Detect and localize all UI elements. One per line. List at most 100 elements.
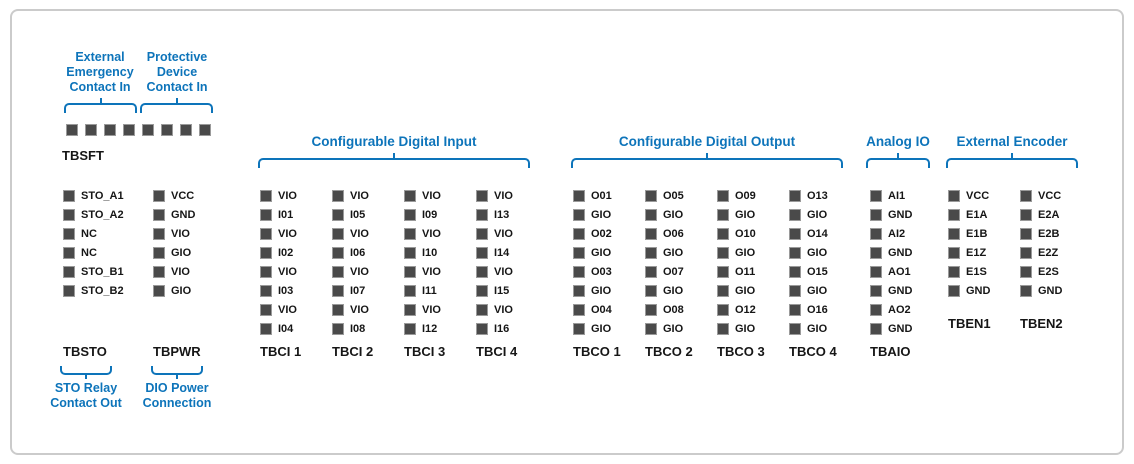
- pin-label: STO_A2: [81, 208, 124, 221]
- terminal-block-tbco-4: O13 GIO O14 GIO O15 GIO O16 GIO TBCO 4: [789, 186, 837, 359]
- pin-square-icon: [476, 208, 488, 221]
- annotation-dio-power-connection: DIO Power Connection: [143, 381, 212, 411]
- pin-square-icon: [123, 124, 135, 136]
- pin-square-icon: [573, 284, 585, 297]
- brace-protective-device: [140, 103, 213, 113]
- pin-square-icon: [717, 265, 729, 278]
- pin-square-icon: [260, 265, 272, 278]
- terminal-block-name: TBCO 4: [789, 344, 837, 359]
- pin-square-icon: [645, 189, 657, 202]
- pin-square-icon: [153, 189, 165, 202]
- pin-square-icon: [870, 303, 882, 316]
- pin-row: O06: [645, 224, 684, 243]
- pin-row: O09: [717, 186, 756, 205]
- terminal-block-name: TBCI 2: [332, 344, 374, 359]
- annotation-line: Contact In: [69, 80, 131, 94]
- pin-label: O09: [735, 189, 756, 202]
- pin-square-icon: [404, 265, 416, 278]
- pin-row: VIO: [476, 186, 513, 205]
- pin-row: AI1: [870, 186, 912, 205]
- pin-row: O16: [789, 300, 828, 319]
- pin-square-icon: [1020, 284, 1032, 297]
- pin-label: AI2: [888, 227, 906, 240]
- pin-square-icon: [573, 322, 585, 335]
- pin-row: VIO: [476, 224, 513, 243]
- pin-square-icon: [260, 246, 272, 259]
- pin-label: GIO: [807, 284, 828, 297]
- pin-label: VIO: [171, 265, 190, 278]
- pin-label: GND: [888, 246, 913, 259]
- pin-square-icon: [717, 303, 729, 316]
- pin-square-icon: [1020, 246, 1032, 259]
- pin-label: VIO: [494, 303, 513, 316]
- annotation-line: External: [75, 50, 125, 64]
- pin-row: VIO: [404, 186, 441, 205]
- pin-square-icon: [717, 284, 729, 297]
- pin-row: O05: [645, 186, 684, 205]
- pin-label: VIO: [422, 303, 441, 316]
- pin-square-icon: [153, 284, 165, 297]
- pin-label: E2B: [1038, 227, 1060, 240]
- pin-square-icon: [404, 246, 416, 259]
- brace-external-encoder: [946, 158, 1078, 168]
- pin-label: E1B: [966, 227, 988, 240]
- pin-square-icon: [789, 246, 801, 259]
- pin-row: GIO: [717, 243, 756, 262]
- pin-row: O13: [789, 186, 828, 205]
- pin-row: GIO: [645, 319, 684, 338]
- pin-square-icon: [948, 227, 960, 240]
- terminal-block-tbco-1: O01 GIO O02 GIO O03 GIO O04 GIO TBCO 1: [573, 186, 621, 359]
- pin-row: AO2: [870, 300, 912, 319]
- pin-row: O15: [789, 262, 828, 281]
- pin-row: GIO: [573, 243, 612, 262]
- pin-square-icon: [948, 284, 960, 297]
- pin-row: VCC: [948, 186, 990, 205]
- terminal-block-name: TBCO 3: [717, 344, 765, 359]
- pin-square-icon: [404, 303, 416, 316]
- pin-square-icon: [104, 124, 116, 136]
- pin-row: GIO: [573, 319, 612, 338]
- pin-square-icon: [573, 227, 585, 240]
- terminal-block-tbaio: AI1 GND AI2 GND AO1 GND AO2 GND TBAIO: [870, 186, 913, 359]
- pin-label: VIO: [494, 265, 513, 278]
- pin-label: I13: [494, 208, 510, 221]
- pin-label: I14: [494, 246, 510, 259]
- pin-square-icon: [870, 208, 882, 221]
- pin-label: O02: [591, 227, 612, 240]
- pin-label: O14: [807, 227, 828, 240]
- pin-label: O13: [807, 189, 828, 202]
- pin-label: I12: [422, 322, 438, 335]
- pin-square-icon: [332, 303, 344, 316]
- pin-row: GIO: [153, 281, 195, 300]
- annotation-external-emergency-contact-in: External Emergency Contact In: [66, 50, 133, 95]
- pin-row: VCC: [1020, 186, 1062, 205]
- pin-label: O16: [807, 303, 828, 316]
- pin-row: GND: [870, 319, 912, 338]
- pin-label: I08: [350, 322, 366, 335]
- pin-square-icon: [260, 227, 272, 240]
- pin-square-icon: [717, 189, 729, 202]
- pin-row: GIO: [789, 319, 828, 338]
- pin-row: STO_A1: [63, 186, 124, 205]
- pin-row: O07: [645, 262, 684, 281]
- pin-label: VIO: [278, 265, 297, 278]
- pin-square-icon: [161, 124, 173, 136]
- pin-row: VIO: [476, 262, 513, 281]
- annotation-line: Emergency: [66, 65, 134, 79]
- pin-label: VIO: [350, 227, 369, 240]
- pin-row: VIO: [332, 186, 369, 205]
- pin-row: O11: [717, 262, 756, 281]
- pin-row: VIO: [332, 224, 369, 243]
- pin-square-icon: [870, 227, 882, 240]
- annotation-line: Contact In: [146, 80, 208, 94]
- pin-label: E2S: [1038, 265, 1059, 278]
- pin-label: GIO: [735, 322, 756, 335]
- pin-label: GND: [1038, 284, 1063, 297]
- pin-square-icon: [332, 284, 344, 297]
- annotation-line: Contact Out: [50, 396, 122, 410]
- pin-square-icon: [645, 303, 657, 316]
- pin-label: I04: [278, 322, 294, 335]
- terminal-block-name: TBSTO: [63, 344, 107, 359]
- pin-row: I13: [476, 205, 513, 224]
- pin-label: GIO: [807, 322, 828, 335]
